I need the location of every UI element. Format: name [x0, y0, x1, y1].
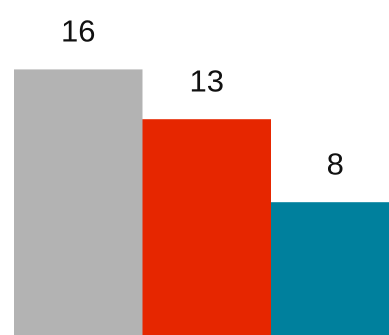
value-label: 8 [327, 146, 344, 181]
value-label: 16 [61, 14, 95, 49]
bar [14, 69, 143, 335]
bar [142, 119, 271, 335]
bar [271, 202, 389, 335]
value-label: 13 [190, 63, 224, 98]
